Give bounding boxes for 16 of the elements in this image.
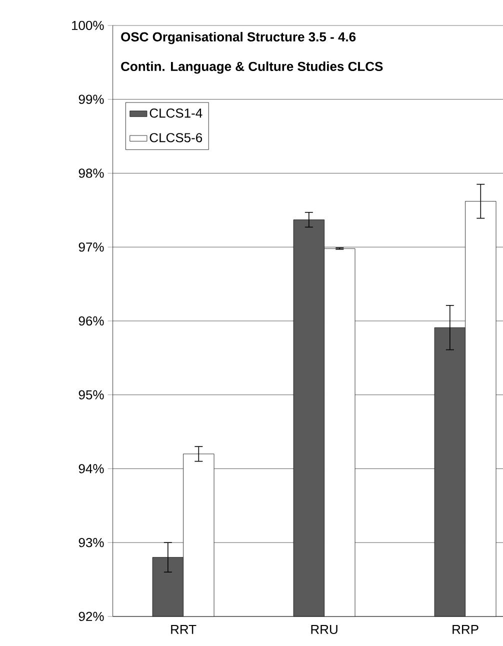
- y-tick-label: 97%: [78, 242, 104, 252]
- x-tick-label: RRU: [311, 624, 338, 634]
- chart-title: OSC Organisational Structure 3.5 - 4.6: [121, 32, 356, 44]
- y-tick-label: 98%: [78, 168, 104, 178]
- y-tick-label: 95%: [78, 390, 104, 400]
- x-tick-label: RRT: [171, 624, 196, 634]
- y-tick-label: 100%: [72, 20, 104, 30]
- x-tick-label: RRP: [452, 624, 478, 634]
- y-tick-label: 96%: [78, 316, 104, 326]
- legend-label: CLCS1-4: [150, 108, 202, 118]
- y-tick-label: 92%: [78, 612, 104, 622]
- y-tick-label: 93%: [78, 538, 104, 548]
- text: Contin. Language & Culture Studies CLCS: [121, 61, 383, 74]
- y-tick-label: 99%: [78, 94, 104, 104]
- y-tick-label: 94%: [78, 464, 104, 474]
- legend-label: CLCS5-6: [150, 133, 202, 142]
